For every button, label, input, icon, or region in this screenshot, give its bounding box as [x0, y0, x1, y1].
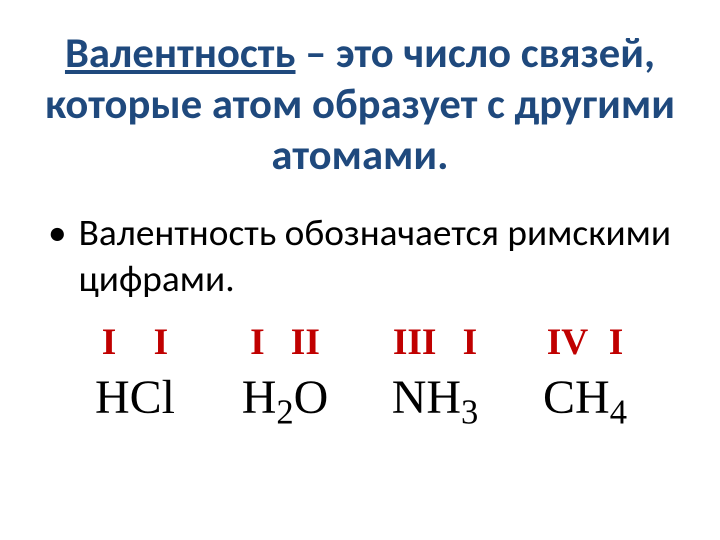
example-item: IIIH2O	[210, 321, 360, 425]
valence-b: I	[154, 321, 169, 364]
bullet-item: • Валентность обозначается римскими цифр…	[48, 210, 680, 303]
valence-a: I	[102, 321, 117, 364]
bullet-text: Валентность обозначается римскими цифрам…	[79, 210, 680, 303]
formula-text: HCl	[95, 371, 175, 424]
chemical-formula: CH4	[510, 370, 660, 425]
slide: Валентность – это число связей, которые …	[0, 0, 720, 540]
valence-labels: IIII	[360, 321, 510, 364]
valence-labels: II	[60, 321, 210, 364]
formula-subscript: 4	[610, 394, 627, 432]
valence-a: III	[393, 321, 437, 364]
examples-row: IIHClIIIH2OIIIINH3IVICH4	[40, 321, 680, 425]
bullet-marker: •	[48, 210, 67, 257]
valence-a: I	[250, 321, 265, 364]
valence-b: II	[291, 321, 320, 364]
formula-text: O	[294, 371, 329, 424]
example-item: IV I CH4	[510, 321, 660, 425]
chemical-formula: H2O	[210, 370, 360, 425]
valence-b: I	[609, 321, 624, 364]
chemical-formula: NH3	[360, 370, 510, 425]
title-term: Валентность	[65, 27, 296, 79]
formula-text: NH	[392, 371, 461, 424]
formula-text: CH	[543, 371, 610, 424]
valence-labels: IV I	[510, 321, 660, 364]
formula-subscript: 3	[461, 394, 478, 432]
example-item: IIIINH3	[360, 321, 510, 425]
formula-text: H	[242, 371, 277, 424]
formula-subscript: 2	[276, 394, 293, 432]
valence-labels: III	[210, 321, 360, 364]
example-item: II HCl	[60, 321, 210, 425]
valence-a: IV	[547, 321, 588, 364]
valence-b: I	[463, 321, 478, 364]
slide-title: Валентность – это число связей, которые …	[40, 28, 680, 182]
chemical-formula: HCl	[60, 370, 210, 425]
